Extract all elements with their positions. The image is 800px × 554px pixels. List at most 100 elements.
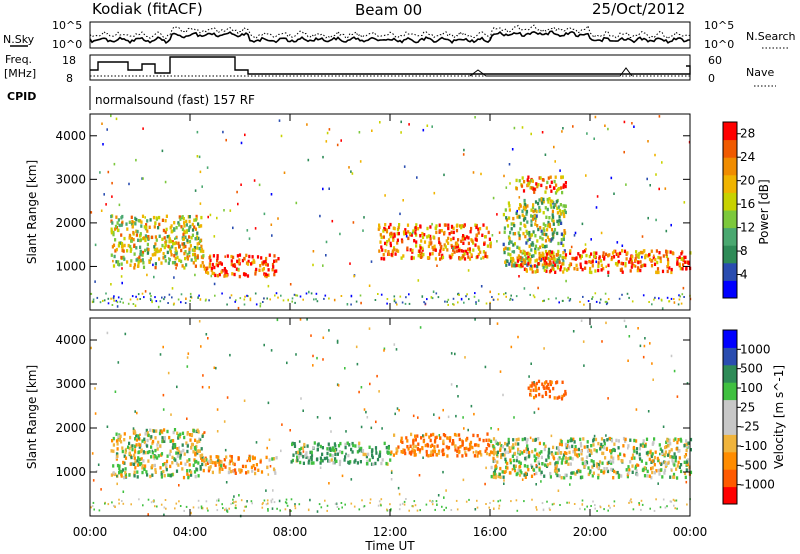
data-cell [406, 445, 409, 449]
data-cell [151, 451, 154, 455]
data-cell [192, 252, 195, 257]
data-cell [669, 500, 672, 503]
data-cell [246, 274, 250, 278]
data-cell [420, 239, 423, 243]
data-cell [560, 238, 563, 242]
data-cell [102, 143, 104, 146]
data-cell [534, 234, 537, 238]
data-cell [456, 454, 459, 458]
data-cell [404, 451, 407, 456]
data-cell [658, 443, 661, 447]
data-cell [384, 223, 387, 227]
data-cell [181, 242, 184, 246]
data-cell [262, 301, 264, 303]
data-cell [553, 145, 555, 149]
power-colorbar-tick: 16 [740, 197, 755, 211]
data-cell [197, 296, 199, 299]
data-cell [139, 232, 142, 236]
data-cell [171, 461, 174, 465]
data-cell [686, 382, 689, 385]
data-cell [531, 205, 535, 210]
data-cell [528, 454, 531, 458]
data-cell [646, 469, 649, 474]
data-cell [453, 250, 456, 254]
data-cell [112, 464, 115, 468]
data-cell [638, 455, 641, 459]
data-cell [180, 259, 183, 264]
data-cell [592, 460, 595, 464]
data-cell [396, 238, 399, 242]
data-cell [376, 457, 380, 462]
data-cell [525, 447, 528, 451]
data-cell [176, 431, 179, 435]
data-cell [128, 182, 130, 186]
data-cell [201, 453, 204, 457]
data-cell [218, 463, 221, 467]
data-cell [361, 499, 363, 502]
data-cell [136, 475, 139, 479]
data-cell [137, 219, 140, 223]
data-cell [208, 459, 211, 464]
data-cell [470, 253, 473, 257]
data-cell [526, 204, 529, 208]
data-cell [229, 469, 233, 474]
data-cell [515, 472, 518, 477]
data-cell [648, 474, 651, 478]
data-cell [556, 206, 559, 211]
data-cell [461, 237, 465, 241]
data-cell [164, 243, 167, 247]
data-cell [252, 456, 255, 461]
data-cell [556, 260, 559, 264]
data-cell [393, 226, 396, 231]
data-cell [163, 298, 165, 301]
data-cell [550, 205, 553, 209]
power-colorbar-tick: 12 [740, 221, 755, 235]
data-cell [194, 255, 197, 260]
data-cell [560, 232, 563, 236]
data-cell [94, 412, 97, 415]
data-cell [517, 447, 520, 452]
data-cell [553, 502, 555, 505]
data-cell [559, 268, 562, 272]
data-cell [561, 262, 564, 266]
data-cell [506, 466, 509, 470]
velocity-colorbar-swatch [723, 486, 737, 505]
data-cell [603, 439, 606, 443]
data-cell [461, 443, 464, 447]
data-cell [660, 298, 663, 301]
data-cell [654, 153, 656, 157]
data-cell [655, 469, 658, 473]
data-cell [600, 263, 603, 268]
data-cell [664, 460, 667, 465]
data-cell [583, 249, 587, 253]
data-cell [614, 262, 618, 266]
data-cell [613, 500, 616, 503]
data-cell [144, 234, 147, 238]
data-cell [135, 443, 138, 447]
data-cell [310, 454, 314, 458]
data-cell [123, 438, 126, 442]
data-cell [328, 482, 330, 485]
data-cell [568, 299, 571, 302]
data-cell [658, 297, 660, 300]
data-cell [549, 184, 552, 189]
data-cell [423, 240, 427, 244]
data-cell [472, 248, 475, 252]
data-cell [190, 511, 192, 515]
data-cell [571, 256, 574, 261]
data-cell [567, 267, 570, 271]
data-cell [519, 249, 522, 254]
data-cell [332, 461, 335, 465]
data-cell [211, 470, 214, 475]
data-cell [535, 464, 538, 469]
data-cell [133, 263, 136, 267]
data-cell [286, 504, 289, 507]
data-cell [254, 471, 257, 476]
data-cell [465, 500, 468, 503]
data-cell [362, 452, 365, 457]
data-cell [413, 449, 416, 453]
data-cell [621, 249, 624, 253]
data-cell [444, 245, 447, 249]
data-cell [555, 183, 558, 187]
data-cell [395, 447, 398, 451]
